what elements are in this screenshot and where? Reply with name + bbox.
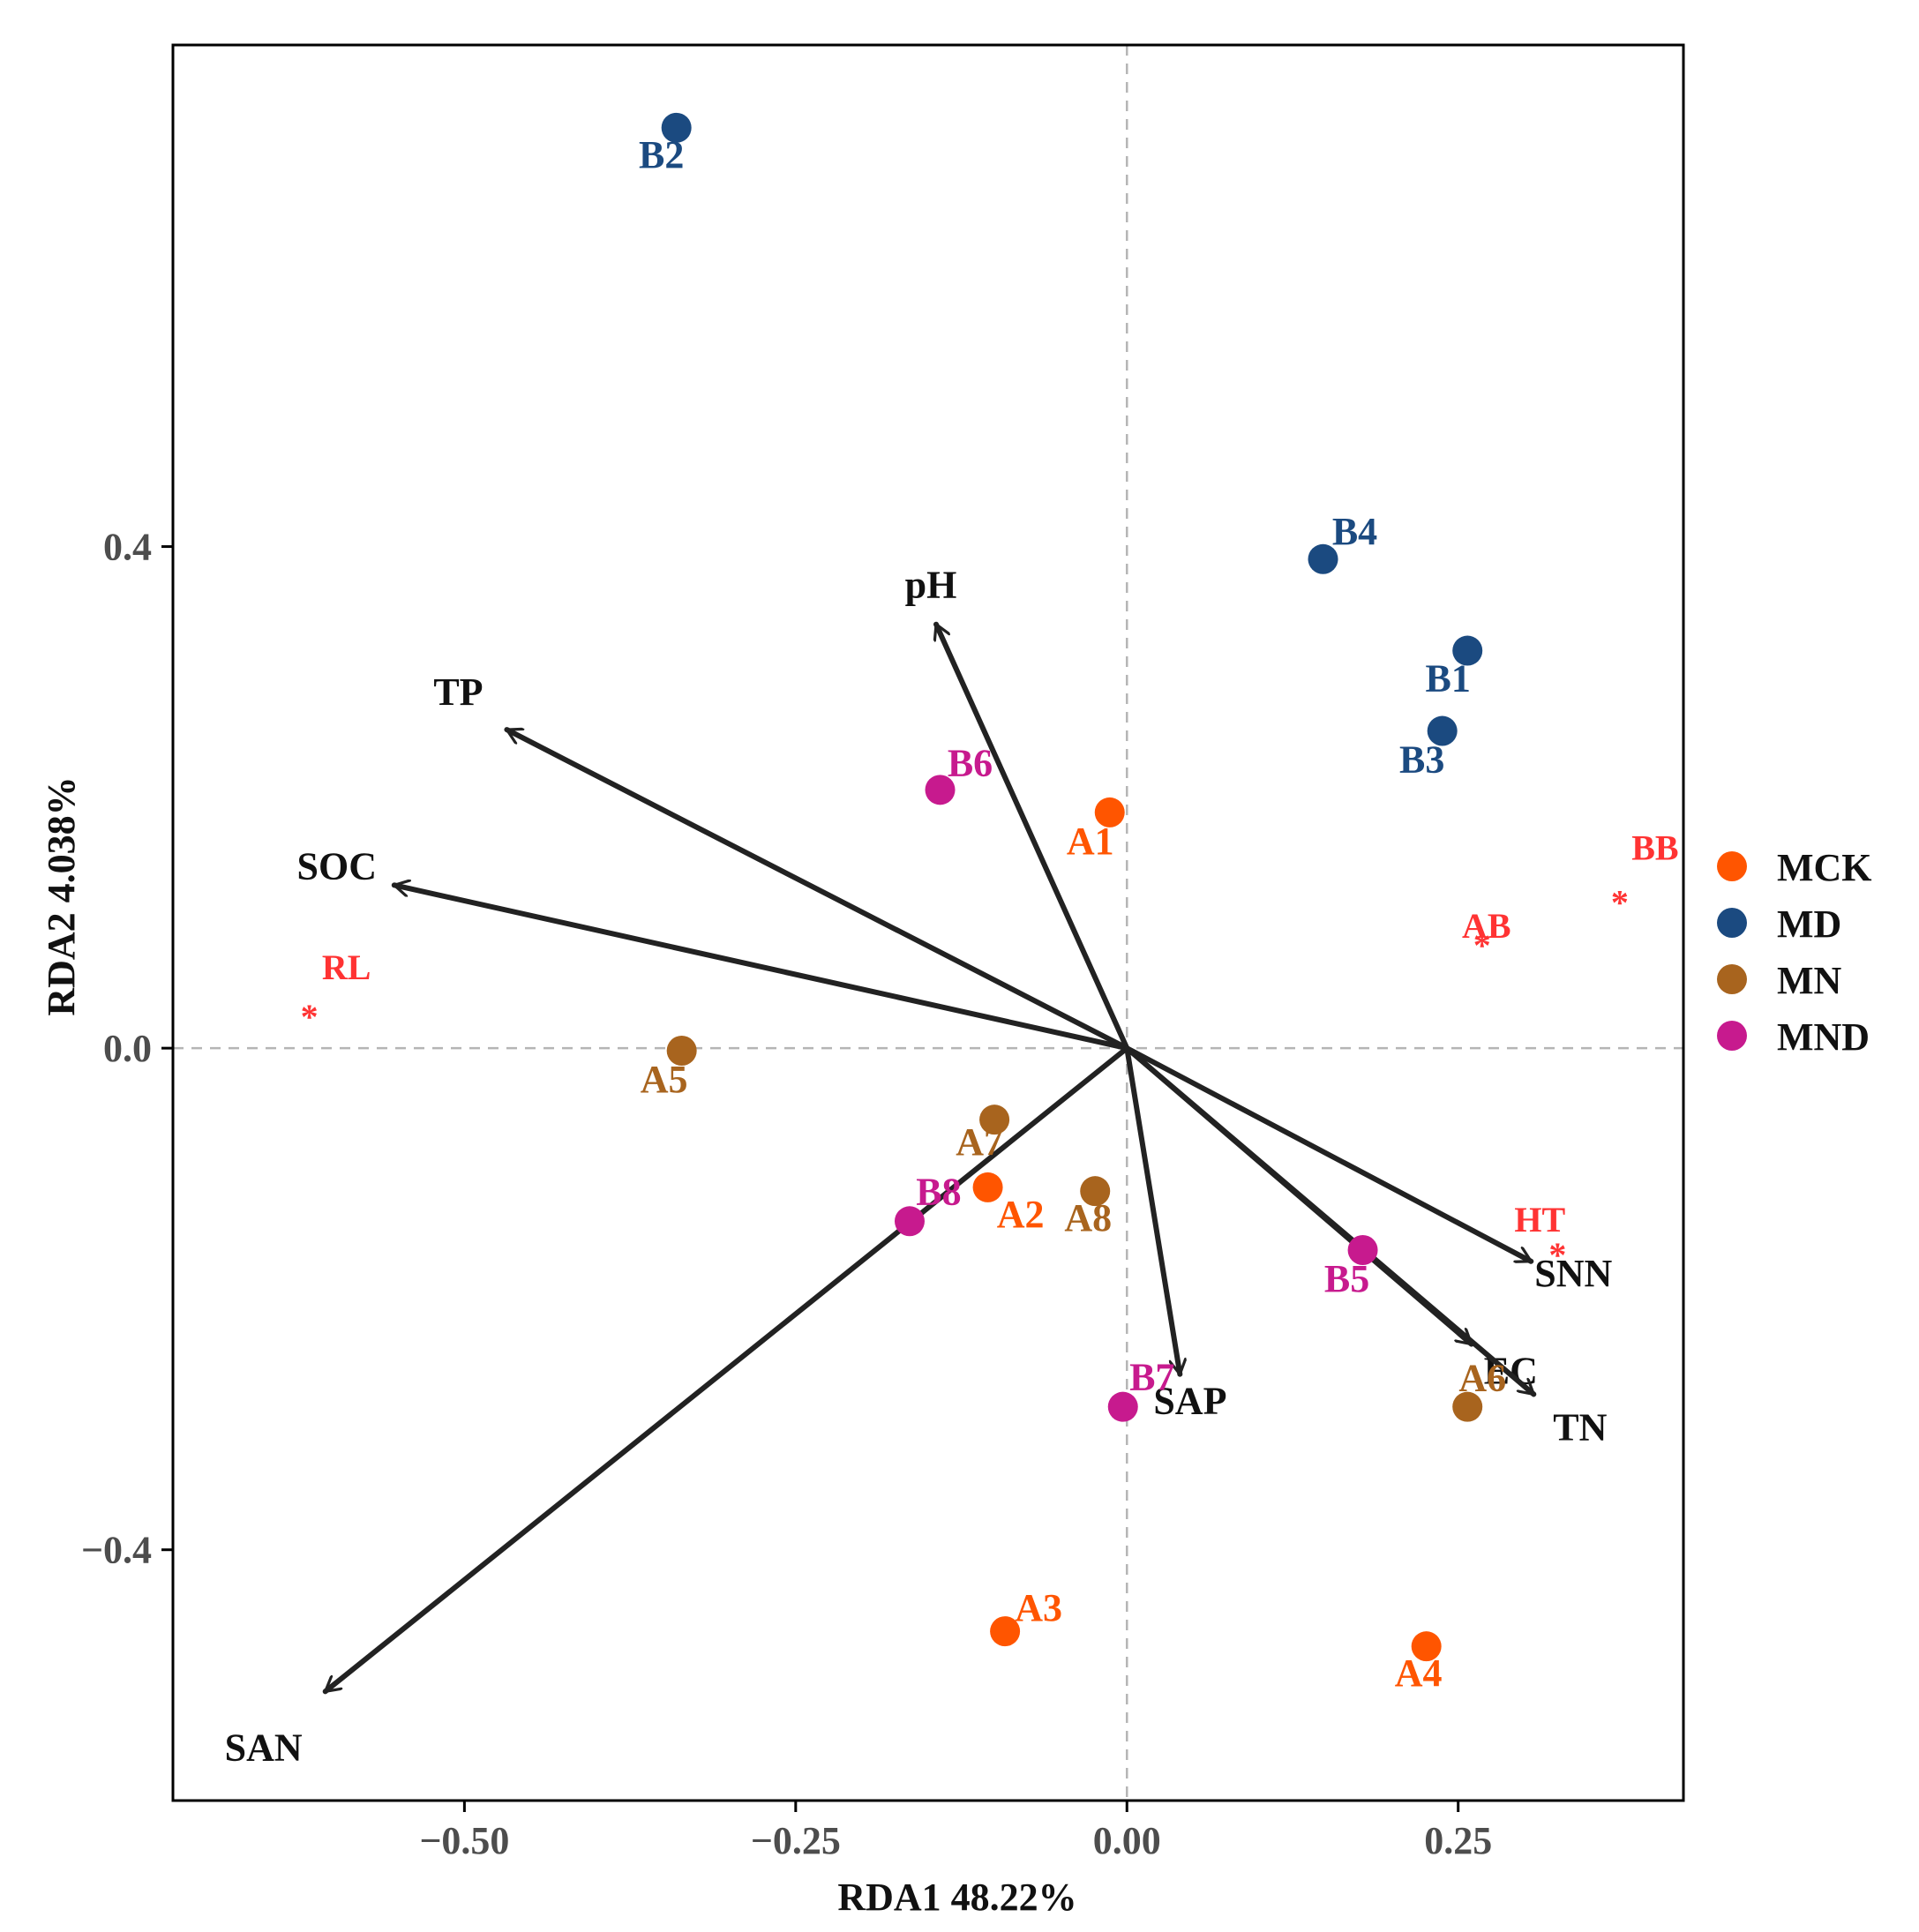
sample-label-b2: B2 [639, 133, 684, 176]
sample-label-a8: A8 [1064, 1196, 1112, 1239]
legend-label-mck: MCK [1777, 846, 1872, 889]
sample-point-a5 [666, 1035, 697, 1066]
sample-labels: A1 A2 A3 A4 B1 B2 B3 B4 A5 A6 A7 A8 B5 B6 B7 B8 [639, 133, 1506, 1695]
vector-label-tp: TP [433, 670, 483, 714]
sample-points [661, 112, 1483, 1662]
sample-point-b8 [894, 1206, 925, 1237]
sample-label-a5: A5 [641, 1058, 688, 1101]
legend-key-mn [1717, 964, 1747, 994]
species-marker-ht: * [1548, 1235, 1566, 1275]
sample-point-a4 [1411, 1631, 1442, 1662]
vector-arrow-sap [1124, 1045, 1180, 1377]
sample-label-a2: A2 [997, 1193, 1045, 1236]
vector-arrow-tp [504, 727, 1130, 1052]
vector-arrow-san [322, 1045, 1130, 1695]
vector-label-ph: pH [905, 564, 957, 607]
legend-label-md: MD [1777, 902, 1841, 946]
vector-label-tn: TN [1553, 1405, 1607, 1449]
vector-label-soc: SOC [297, 844, 377, 887]
species-marker-bb: * [1611, 883, 1629, 923]
sample-label-b4: B4 [1332, 510, 1377, 553]
sample-label-b6: B6 [948, 741, 993, 784]
sample-point-b5 [1347, 1234, 1378, 1265]
x-tick-label: 0.00 [1093, 1819, 1161, 1862]
axis-ticks: −0.50 −0.25 0.00 0.25 0.4 0.0 −0.4 [81, 526, 1492, 1862]
sample-point-a7 [979, 1105, 1010, 1135]
x-tick-label: 0.25 [1424, 1819, 1492, 1862]
legend-key-mck [1717, 851, 1747, 881]
sample-label-a4: A4 [1395, 1651, 1443, 1695]
sample-point-a1 [1094, 797, 1125, 827]
sample-point-b4 [1308, 543, 1338, 574]
vector-arrow-soc [391, 885, 1130, 1052]
sample-point-b3 [1427, 715, 1458, 746]
sample-point-a6 [1452, 1391, 1483, 1422]
vector-label-snn: SNN [1534, 1252, 1612, 1295]
sample-point-a8 [1080, 1176, 1111, 1207]
species-marker-ab: * [1473, 925, 1491, 965]
species-label-rl: RL [322, 947, 371, 987]
reference-lines [173, 45, 1683, 1801]
sample-label-a1: A1 [1067, 820, 1114, 863]
legend-key-mnd [1717, 1021, 1747, 1051]
sample-point-a2 [972, 1172, 1003, 1202]
x-tick-label: −0.50 [419, 1819, 509, 1862]
plot-border [171, 43, 1685, 1802]
x-tick-label: −0.25 [751, 1819, 841, 1862]
x-axis-title: RDA1 48.22% [837, 1876, 1076, 1919]
vector-arrow-tn [1124, 1045, 1537, 1397]
sample-label-a7: A7 [956, 1120, 1003, 1164]
sample-label-b7: B7 [1129, 1356, 1174, 1399]
y-axis-title: RDA2 4.038% [40, 776, 83, 1015]
sample-label-b3: B3 [1399, 738, 1444, 782]
y-tick-label: 0.0 [103, 1027, 152, 1070]
legend-key-md [1717, 908, 1747, 938]
sample-label-b1: B1 [1426, 657, 1471, 700]
species-label-ab: AB [1462, 906, 1511, 946]
vector-label-san: SAN [225, 1726, 303, 1769]
sample-point-b2 [661, 112, 692, 143]
legend-label-mn: MN [1777, 959, 1842, 1002]
sample-label-b5: B5 [1324, 1257, 1369, 1300]
sample-label-b8: B8 [916, 1170, 961, 1213]
vector-label-sap: SAP [1153, 1380, 1226, 1423]
species-label-bb: BB [1631, 828, 1678, 868]
sample-point-b1 [1452, 635, 1483, 666]
vector-arrow-snn [1124, 1045, 1534, 1264]
plot-background [173, 45, 1683, 1801]
sample-point-b7 [1107, 1391, 1138, 1422]
species-markers: *RL*AB*BB*HT [301, 828, 1679, 1275]
species-label-ht: HT [1514, 1200, 1565, 1239]
y-tick-label: −0.4 [81, 1529, 152, 1572]
sample-point-a3 [990, 1616, 1021, 1647]
species-marker-rl: * [301, 997, 319, 1037]
legend: MCK MD MN MND [1717, 846, 1872, 1059]
vector-arrow-ph [936, 621, 1130, 1052]
sample-point-b6 [925, 775, 956, 805]
y-tick-label: 0.4 [103, 526, 152, 569]
legend-label-mnd: MND [1777, 1015, 1870, 1059]
sample-label-a3: A3 [1015, 1586, 1062, 1629]
sample-label-a6: A6 [1458, 1357, 1506, 1400]
